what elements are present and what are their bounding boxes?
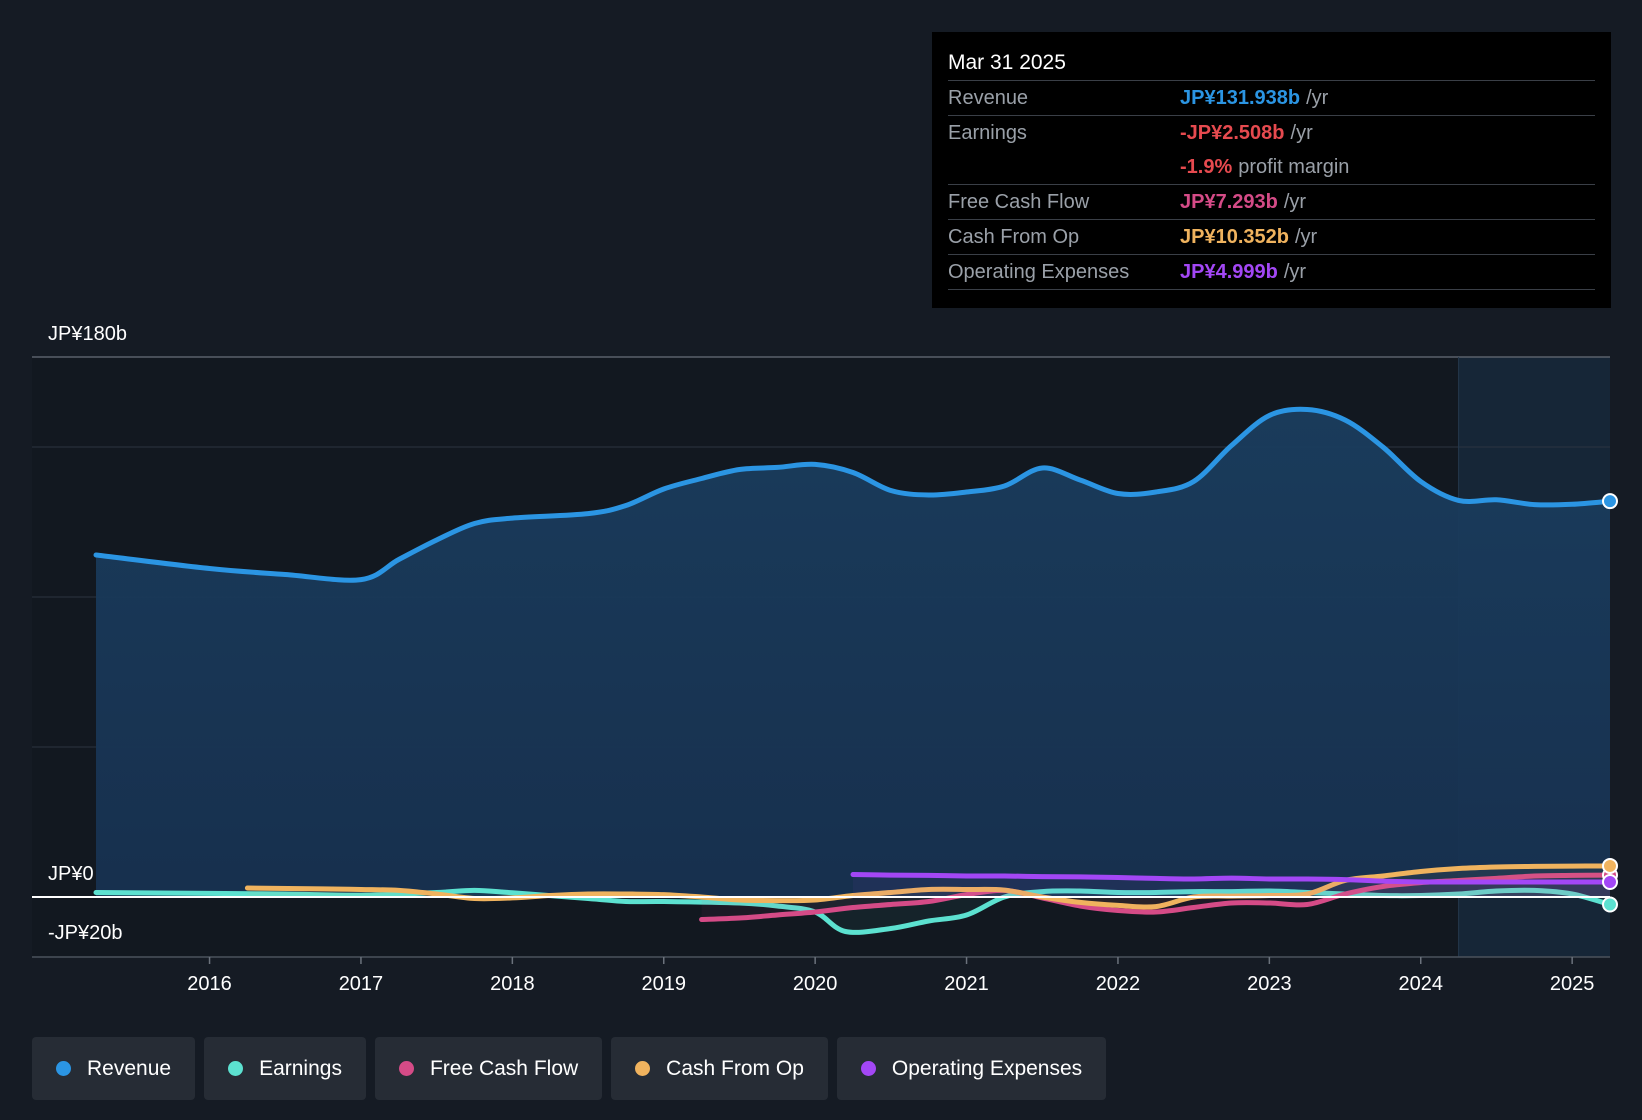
y-label-zero: JP¥0 bbox=[48, 863, 94, 885]
operating-expenses-line bbox=[850, 872, 1613, 885]
legend-item-free-cash-flow[interactable]: Free Cash Flow bbox=[374, 1037, 603, 1100]
tooltip-row-label: Operating Expenses bbox=[948, 261, 1130, 283]
x-tick-label: 2020 bbox=[793, 973, 838, 995]
tooltip-row-unit: profit margin bbox=[1238, 156, 1350, 178]
tooltip-row-value: JP¥4.999b bbox=[1180, 261, 1278, 283]
tooltip-row-unit: /yr bbox=[1283, 261, 1307, 283]
x-axis-ticks: 2016 2017 2018 2019 2020 2021 2022 2023 2024 2025 bbox=[187, 957, 1594, 995]
tooltip-row-label: Free Cash Flow bbox=[948, 191, 1090, 213]
legend-label: Cash From Op bbox=[666, 1056, 804, 1080]
tooltip-row: Earnings -JP¥2.508b/yr bbox=[948, 116, 1595, 150]
tooltip-row: Cash From Op JP¥10.352b/yr bbox=[948, 220, 1595, 255]
legend-label: Revenue bbox=[87, 1056, 172, 1080]
tooltip-row-value: JP¥7.293b bbox=[1180, 191, 1278, 213]
tooltip-row-value: JP¥131.938b bbox=[1180, 87, 1301, 109]
earnings-line bbox=[93, 887, 1613, 935]
x-tick-label: 2019 bbox=[642, 973, 687, 995]
revenue-line bbox=[93, 406, 1613, 583]
cash-from-op-end-point bbox=[1602, 857, 1618, 874]
tooltip-row-unit: /yr bbox=[1290, 122, 1313, 144]
legend-item-cash-from-op[interactable]: Cash From Op bbox=[611, 1037, 828, 1100]
tooltip-row-unit: /yr bbox=[1306, 87, 1329, 109]
legend-label: Earnings bbox=[259, 1056, 342, 1080]
legend-label: Free Cash Flow bbox=[429, 1056, 579, 1080]
tooltip-row-unit: /yr bbox=[1294, 226, 1318, 248]
tooltip-row: -1.9% profit margin bbox=[948, 150, 1595, 185]
cash-from-op-line bbox=[244, 863, 1613, 910]
operating-expenses-area bbox=[853, 874, 1610, 897]
revenue-end-point bbox=[1602, 493, 1618, 510]
legend-dot-icon bbox=[860, 1061, 876, 1076]
x-tick-label: 2017 bbox=[339, 973, 384, 995]
y-label-top: JP¥180b bbox=[48, 323, 127, 345]
legend-dot-icon bbox=[56, 1061, 71, 1076]
tooltip-row-value: -JP¥2.508b bbox=[1180, 122, 1285, 144]
earnings-area bbox=[96, 890, 1610, 933]
earnings-end-point bbox=[1602, 896, 1618, 913]
legend-item-revenue[interactable]: Revenue bbox=[32, 1037, 196, 1100]
tooltip-row-label: Cash From Op bbox=[948, 226, 1080, 248]
tooltip-row-value: -1.9% bbox=[1180, 156, 1233, 178]
legend-item-operating-expenses[interactable]: Operating Expenses bbox=[836, 1037, 1107, 1100]
x-tick-label: 2023 bbox=[1247, 973, 1292, 995]
tooltip-row: Revenue JP¥131.938b/yr bbox=[948, 81, 1595, 116]
x-tick-label: 2016 bbox=[187, 973, 232, 995]
x-tick-label: 2021 bbox=[944, 973, 989, 995]
tooltip-row-label bbox=[948, 150, 1180, 184]
tooltip-row: Free Cash Flow JP¥7.293b/yr bbox=[948, 185, 1595, 220]
legend-item-earnings[interactable]: Earnings bbox=[204, 1037, 366, 1100]
tooltip-row: Operating Expenses JP¥4.999b/yr bbox=[948, 255, 1595, 290]
x-tick-label: 2024 bbox=[1399, 973, 1444, 995]
y-label-bottom: -JP¥20b bbox=[48, 922, 123, 944]
tooltip-panel: Mar 31 2025 Revenue JP¥131.938b/yr Earning… bbox=[932, 32, 1611, 308]
legend-label: Operating Expenses bbox=[891, 1056, 1083, 1080]
tooltip-row-label: Revenue bbox=[948, 87, 1029, 109]
tooltip-row-label: Earnings bbox=[948, 122, 1027, 144]
revenue-area bbox=[96, 409, 1610, 897]
x-tick-label: 2025 bbox=[1550, 973, 1595, 995]
operating-expenses-end-point bbox=[1602, 874, 1618, 891]
x-tick-label: 2018 bbox=[490, 973, 535, 995]
x-tick-label: 2022 bbox=[1096, 973, 1141, 995]
legend-dot-icon bbox=[635, 1061, 651, 1076]
tooltip-row-unit: /yr bbox=[1283, 191, 1307, 213]
tooltip-date: Mar 31 2025 bbox=[948, 46, 1595, 81]
end-markers bbox=[1602, 493, 1618, 913]
tooltip-row-value: JP¥10.352b bbox=[1180, 226, 1289, 248]
legend: Revenue Earnings Free Cash Flow Cash From O… bbox=[32, 1037, 1107, 1100]
legend-dot-icon bbox=[398, 1061, 414, 1076]
legend-dot-icon bbox=[228, 1061, 244, 1076]
